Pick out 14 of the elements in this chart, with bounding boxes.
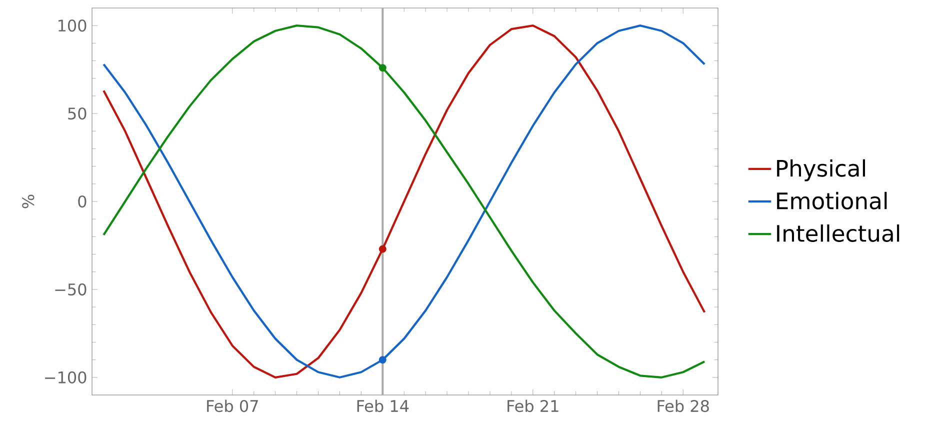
y-axis-title: % [22, 194, 34, 208]
legend-label: Intellectual [777, 224, 900, 242]
line-series [102, 24, 706, 378]
y-tick-label: −100 [45, 371, 86, 384]
legend-label: Physical [777, 159, 865, 182]
x-tick-label: Feb 14 [357, 400, 409, 412]
x-tick-label: Feb 07 [207, 400, 258, 412]
y-tick-label: 50 [68, 107, 86, 120]
x-tick-label: Feb 21 [508, 400, 558, 412]
y-tick-label: 100 [58, 20, 86, 32]
legend-label: Emotional [777, 192, 887, 210]
y-tick-label: −50 [55, 283, 86, 296]
y-tick-label: 0 [78, 195, 86, 208]
x-tick-label: Feb 28 [658, 400, 709, 412]
